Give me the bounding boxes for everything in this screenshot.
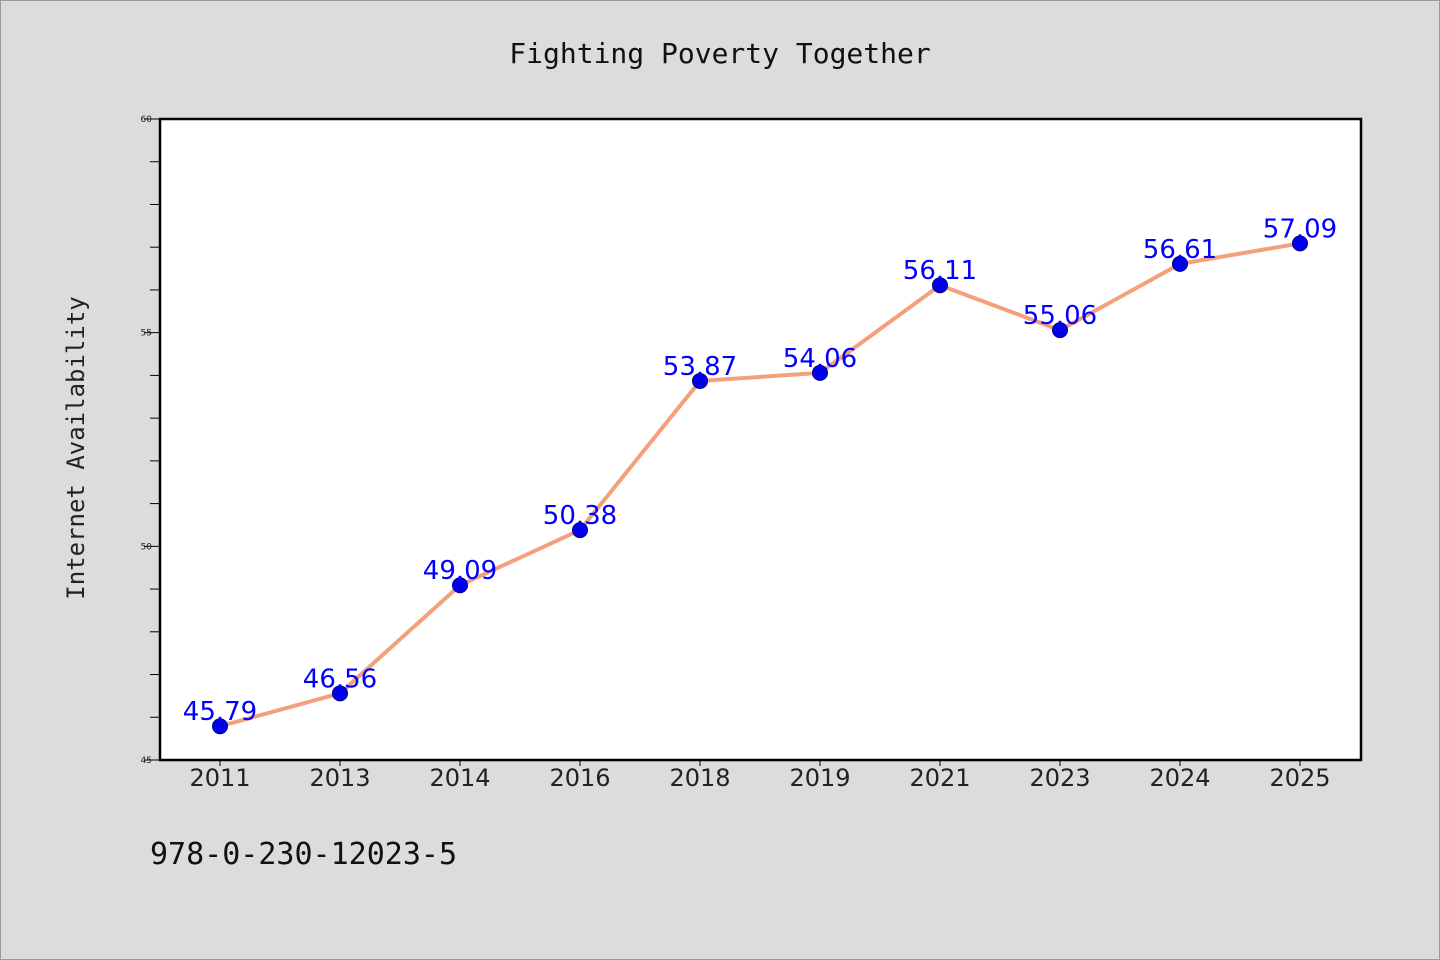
data-point — [452, 577, 468, 594]
x-tick-label: 2018 — [669, 764, 730, 792]
data-point — [1052, 322, 1068, 339]
y-axis-label: Internet Availability — [62, 296, 90, 599]
x-tick-label: 2014 — [429, 764, 490, 792]
x-tick-label: 2016 — [549, 764, 610, 792]
x-tick-label: 2021 — [909, 764, 970, 792]
data-label: 45.79 — [183, 697, 257, 727]
data-point — [692, 372, 708, 389]
data-label: 46.56 — [303, 664, 377, 694]
data-point — [332, 685, 348, 702]
plot-area — [158, 117, 1363, 762]
footer-isbn: 978-0-230-12023-5 — [150, 837, 457, 872]
x-tick-label: 2024 — [1149, 764, 1210, 792]
y-tick-label: 55 — [141, 329, 152, 339]
series-line — [218, 241, 1302, 729]
data-label: 50.38 — [543, 501, 617, 531]
data-point — [812, 364, 828, 381]
x-axis-ticks: 2011 2013 2014 2016 2018 2019 2021 2023 2024 2025 — [189, 760, 1331, 792]
y-tick-label: 45 — [141, 756, 152, 766]
x-tick-label: 2013 — [309, 764, 370, 792]
data-point — [1292, 235, 1308, 252]
data-point — [932, 277, 948, 294]
y-tick-label: 50 — [141, 542, 153, 552]
series-group: 45.79 46.56 49.09 50.38 53.87 54.06 56.11 55.06… — [183, 214, 1337, 735]
x-tick-label: 2023 — [1029, 764, 1090, 792]
data-point — [1172, 255, 1188, 272]
data-label: 54.06 — [783, 344, 857, 374]
data-label: 56.11 — [903, 256, 977, 286]
data-point — [212, 718, 228, 735]
x-tick-label: 2011 — [189, 764, 250, 792]
data-label: 55.06 — [1023, 301, 1097, 331]
data-label: 57.09 — [1263, 214, 1337, 244]
data-label: 49.09 — [423, 556, 497, 586]
chart-title: Fighting Poverty Together — [509, 37, 930, 70]
data-point — [572, 522, 588, 539]
y-tick-label: 60 — [141, 115, 153, 125]
data-label: 56.61 — [1143, 235, 1217, 265]
y-axis-ticks: 45 50 55 60 — [141, 115, 160, 766]
data-label: 53.87 — [663, 352, 737, 382]
x-tick-label: 2019 — [789, 764, 850, 792]
x-tick-label: 2025 — [1269, 764, 1330, 792]
